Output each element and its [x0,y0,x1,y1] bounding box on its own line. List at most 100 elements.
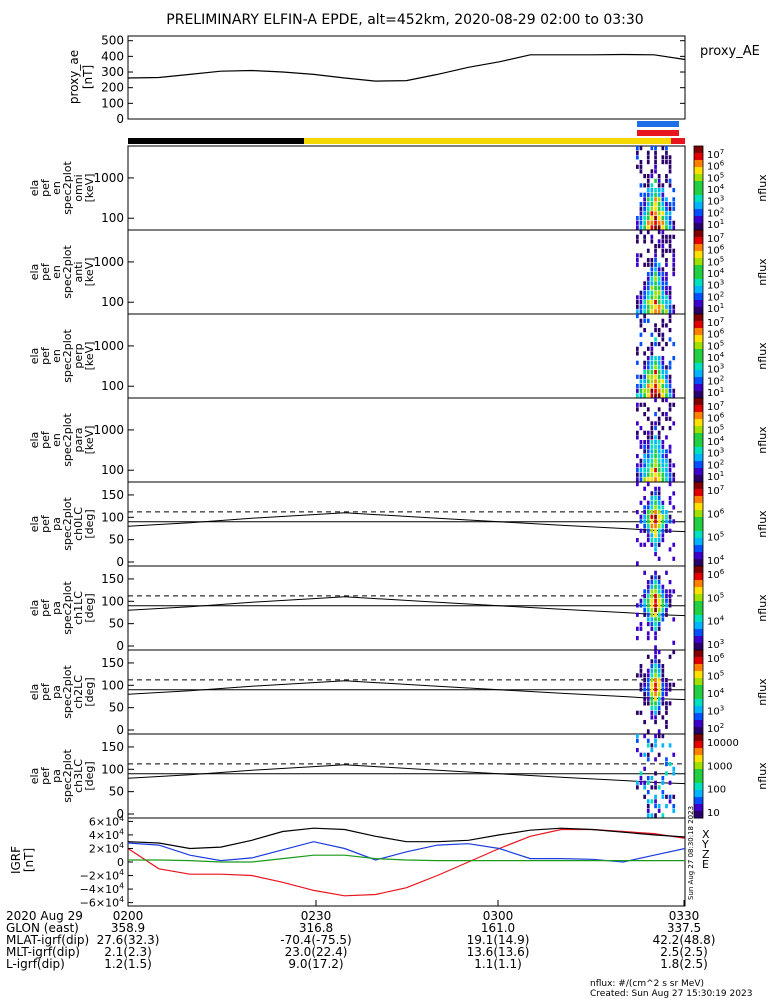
panel-ch0LC: 150100500elapefpaspec2plotch0LC[deg]1071… [28,481,769,569]
proxy-ae-ylabel-line: proxy_ae [67,50,81,104]
colorbar-segment [694,797,703,805]
heatmap-cell [657,178,661,183]
heatmap-cell [646,290,650,295]
heatmap-cell [654,678,657,683]
heatmap-cell [665,300,668,305]
heatmap-cell [665,178,668,183]
heatmap-cell [639,146,643,151]
colorbar-segment [694,664,703,672]
yticks-ch0LC: 150 100 50 0 [101,488,134,569]
heatmap-cell [643,505,646,510]
colorbar-tick-label: 103 [707,447,724,460]
heatmap-cell [657,542,661,547]
heatmap-cell [643,384,646,389]
heatmap-cell [661,309,665,314]
heatmap-cell [661,272,665,277]
heatmap-cell [639,472,643,477]
heatmap-cell [654,440,657,445]
heatmap-cell [654,300,657,305]
heatmap-cell [665,281,668,286]
heatmap-cell [643,430,646,435]
heatmap-cell [668,239,672,244]
heatmap-cell [654,813,657,818]
heatmap-cell [646,510,650,515]
heatmap-cell [636,421,639,426]
footer-row-value: 337.5 [667,921,701,935]
heatmap-cell [636,304,639,309]
heatmap-cell [646,813,650,818]
igrf-side-timestamp: Sun Aug 27 08:30:18 2023 [687,806,695,900]
heatmap-cell [643,510,646,515]
heatmap-cell [646,701,650,706]
igrf-legend-x: X [702,828,710,841]
panel-omni: 1000100elapefenspec2plotomni[keV]1071061… [28,145,769,231]
heatmap-cell [639,664,643,669]
panel-perp: 1000100elapefenspec2plotperp[keV]1071061… [28,313,769,399]
ylabel-line: spec2plot [61,329,74,383]
heatmap-cell [650,608,654,613]
heatmap-cell [650,696,654,701]
heatmap-cell [657,262,661,267]
ylabel-line: spec2plot [61,749,74,803]
heatmap-cell [654,421,657,426]
ytick-label: 100 [101,762,124,776]
ytick-label: 0 [116,723,124,737]
heatmap-cell [646,696,650,701]
heatmap-cell [661,468,665,473]
heatmap-cell [639,253,643,258]
heatmap-cell [639,528,643,533]
heatmap-cell [643,197,646,202]
heatmap-cell [661,608,665,613]
heatmap-cell [661,346,665,351]
colorbar-segment [694,629,703,637]
heatmap-cell [650,286,654,291]
colorbar-tick-label: 106 [707,652,725,665]
heatmap-cell [650,519,654,524]
colorbar-label: nflux [756,762,769,790]
colorbar-tick-label: 102 [707,374,724,387]
heatmap-cell [657,276,661,281]
heatmap-cell [672,589,676,594]
heatmap-cell [636,463,639,468]
ylabel-line: [deg] [83,677,96,706]
heatmap-cell [636,262,639,267]
heatmap-cell [668,374,672,379]
heatmap-cell [636,314,639,319]
heatmap-cell [654,374,657,379]
heatmap-cell [654,612,657,617]
heatmap-cell [661,514,665,519]
heatmap-cell [636,239,639,244]
heatmap-cell [668,384,672,389]
heatmap-cell [650,659,654,664]
heatmap-cell [661,360,665,365]
igrf-series-x [127,828,686,897]
panel-frame-ch0LC [127,481,686,567]
heatmap-cell [668,300,672,305]
heatmap-cell [654,505,657,510]
heatmap-cell [672,402,676,407]
heatmap-cell [665,468,668,473]
heatmap-cell [672,267,676,272]
ylabel-line: pef [39,262,52,281]
heatmap-cell [650,594,654,599]
heatmap-ch2LC [636,650,676,734]
heatmap-cell [650,617,654,622]
heatmap-cell [665,678,668,683]
heatmap-cell [665,216,668,221]
heatmap-cell [654,598,657,603]
heatmap-cell [650,612,654,617]
heatmap-cell [650,430,654,435]
heatmap-cell [665,589,668,594]
heatmap-cell [654,701,657,706]
heatmap-cell [661,519,665,524]
heatmap-cell [650,197,654,202]
heatmap-cell [636,374,639,379]
heatmap-cell [654,594,657,599]
heatmap-cell [672,771,676,776]
heatmap-cell [650,710,654,715]
heatmap-cell [639,682,643,687]
heatmap-cell [636,603,639,608]
heatmap-cell [646,594,650,599]
heatmap-cell [650,295,654,300]
